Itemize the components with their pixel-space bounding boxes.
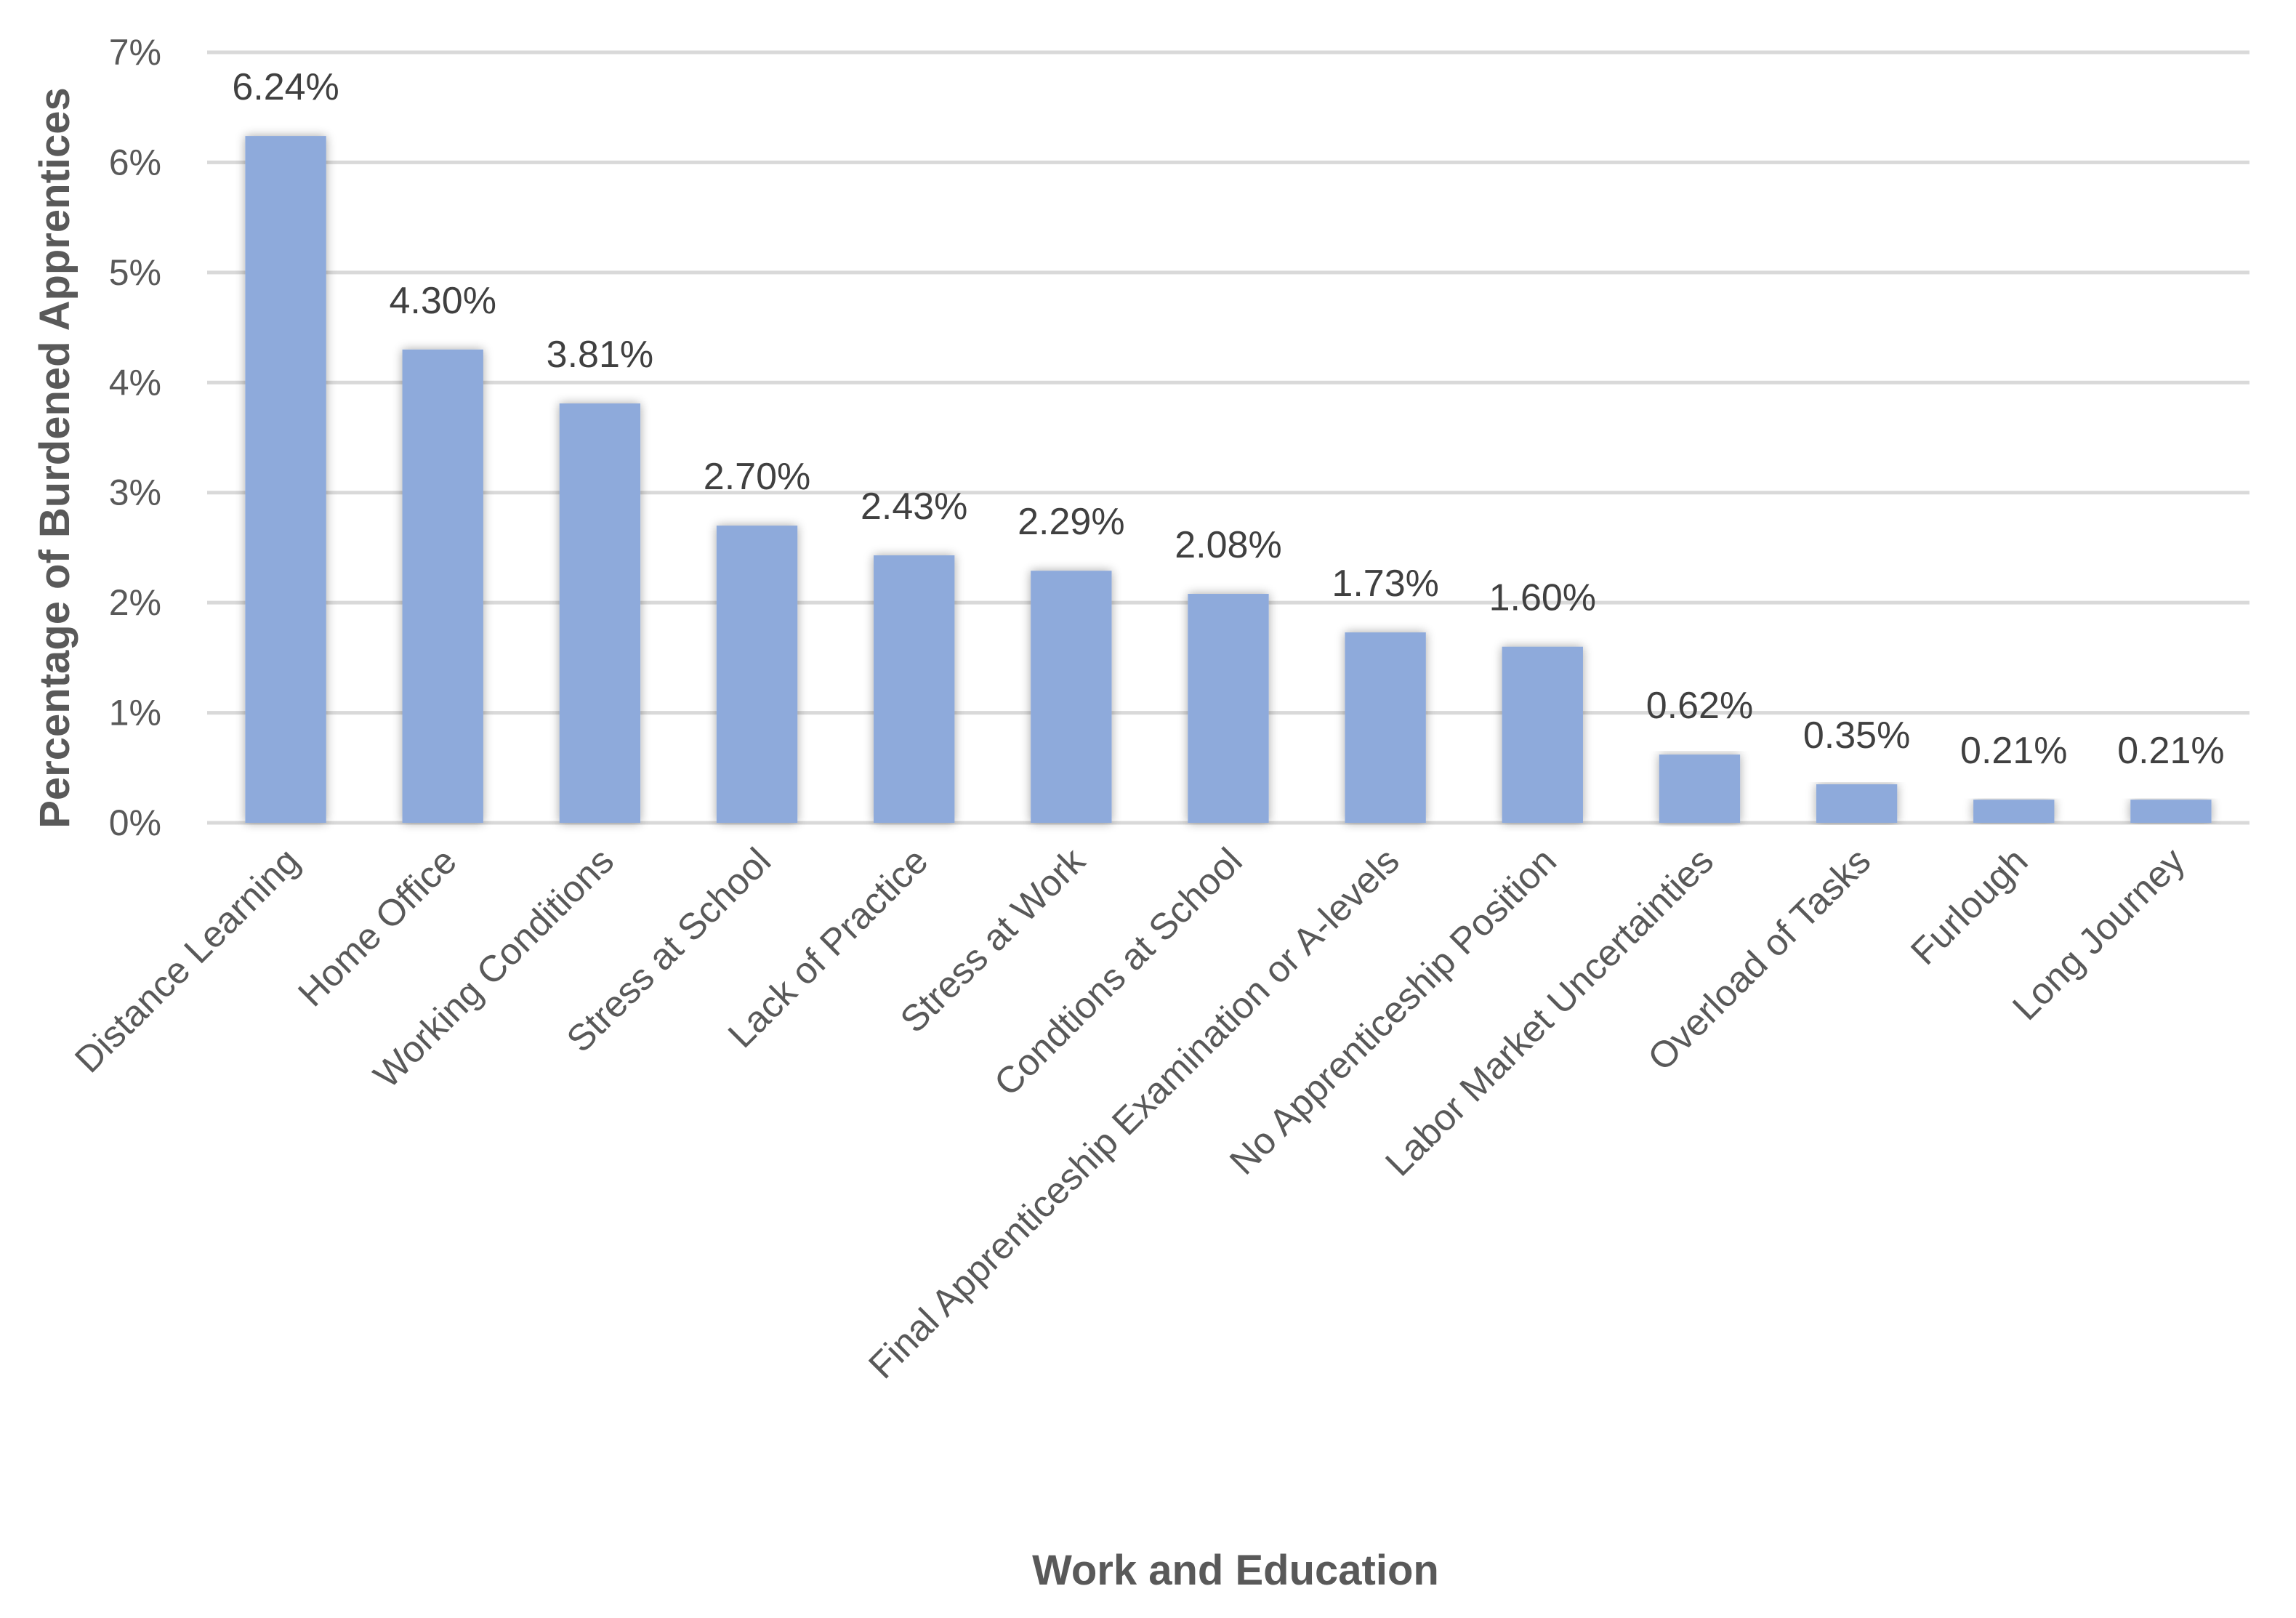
bar <box>402 349 483 823</box>
bar <box>716 526 798 823</box>
y-tick-label: 6% <box>109 142 161 182</box>
data-label: 1.73% <box>1332 563 1438 605</box>
x-axis-title: Work and Education <box>1032 1547 1439 1594</box>
category-label: Final Apprenticeship Examination or A-le… <box>861 840 1407 1386</box>
y-axis-ticks: 0% 1% 2% 3% 4% 5% 6% 7% <box>109 32 161 843</box>
data-label: 3.81% <box>547 334 653 376</box>
data-label: 0.21% <box>1960 730 2067 772</box>
bar <box>874 555 955 823</box>
data-label: 0.62% <box>1646 685 1753 727</box>
data-label: 2.29% <box>1018 501 1124 543</box>
y-tick-label: 0% <box>109 802 161 843</box>
data-label: 6.24% <box>232 66 339 108</box>
data-label: 0.21% <box>2117 730 2224 772</box>
y-tick-label: 5% <box>109 252 161 293</box>
bar <box>2130 800 2212 823</box>
y-tick-label: 7% <box>109 32 161 73</box>
bar <box>1031 571 1112 823</box>
category-label: Labor Market Uncertainties <box>1377 840 1721 1183</box>
y-axis-title: Percentage of Burdened Apprentices <box>31 87 78 829</box>
y-tick-label: 4% <box>109 362 161 403</box>
bars <box>245 136 2212 824</box>
data-label: 2.43% <box>861 486 967 528</box>
y-tick-label: 2% <box>109 582 161 623</box>
bar <box>245 136 326 824</box>
data-label: 4.30% <box>390 280 496 322</box>
category-label: No Apprenticeship Position <box>1222 840 1564 1182</box>
category-label: Furlough <box>1903 840 2036 973</box>
data-label: 2.08% <box>1175 524 1281 566</box>
data-label: 2.70% <box>704 456 810 498</box>
y-tick-label: 3% <box>109 472 161 513</box>
data-label: 1.60% <box>1489 577 1596 619</box>
bar <box>559 403 641 823</box>
bar <box>1188 594 1269 823</box>
bar <box>1973 800 2055 823</box>
bar <box>1502 646 1583 823</box>
bar <box>1659 754 1741 823</box>
category-label: Home Office <box>290 840 464 1014</box>
bar <box>1816 784 1898 823</box>
category-label: Distance Learning <box>67 840 307 1080</box>
y-tick-label: 1% <box>109 693 161 733</box>
bar <box>1345 632 1426 823</box>
data-label: 0.35% <box>1803 715 1910 757</box>
data-labels: 6.24% 4.30% 3.81% 2.70% 2.43% 2.29% 2.08% 1.73%… <box>232 66 2224 772</box>
